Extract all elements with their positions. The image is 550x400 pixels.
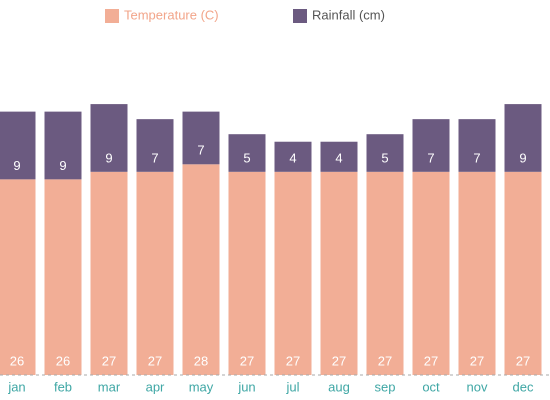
value-label: 4 <box>289 150 296 165</box>
value-label: 28 <box>194 353 208 368</box>
bar-segment <box>44 111 82 180</box>
value-label: 7 <box>473 150 480 165</box>
x-tick-label: jun <box>237 379 255 394</box>
value-label: 9 <box>59 158 66 173</box>
bar-segment <box>136 119 174 172</box>
value-label: 27 <box>424 353 438 368</box>
value-label: 27 <box>102 353 116 368</box>
value-label: 9 <box>105 150 112 165</box>
bar-segment <box>0 179 36 375</box>
value-label: 7 <box>151 150 158 165</box>
bar-segment <box>320 141 358 172</box>
bar-segment <box>182 111 220 165</box>
value-label: 27 <box>148 353 162 368</box>
value-label: 26 <box>56 353 70 368</box>
bar-segment <box>458 119 496 172</box>
bar-segment <box>504 171 542 375</box>
x-tick-label: aug <box>328 379 350 394</box>
bar-segment <box>412 171 450 375</box>
x-tick-label: jan <box>7 379 25 394</box>
bar-segment <box>182 164 220 375</box>
value-label: 27 <box>470 353 484 368</box>
legend-swatch <box>105 9 119 23</box>
value-label: 27 <box>516 353 530 368</box>
x-tick-label: feb <box>54 379 72 394</box>
bar-segment <box>274 171 312 375</box>
bar-segment <box>90 104 128 172</box>
x-tick-label: may <box>189 379 214 394</box>
x-tick-label: dec <box>513 379 534 394</box>
bar-segment <box>136 171 174 375</box>
value-label: 9 <box>13 158 20 173</box>
x-tick-label: jul <box>285 379 299 394</box>
value-label: 7 <box>427 150 434 165</box>
legend-label: Temperature (C) <box>124 7 219 22</box>
value-label: 27 <box>286 353 300 368</box>
x-tick-label: apr <box>146 379 165 394</box>
legend-label: Rainfall (cm) <box>312 7 385 22</box>
value-label: 9 <box>519 150 526 165</box>
bar-segment <box>44 179 82 375</box>
x-tick-label: sep <box>375 379 396 394</box>
value-label: 7 <box>197 143 204 158</box>
x-tick-label: oct <box>422 379 440 394</box>
value-label: 5 <box>243 150 250 165</box>
value-label: 27 <box>378 353 392 368</box>
value-label: 26 <box>10 353 24 368</box>
bar-segment <box>366 134 404 172</box>
bar-segment <box>228 134 266 172</box>
value-label: 27 <box>332 353 346 368</box>
bar-segment <box>320 171 358 375</box>
bar-segment <box>90 171 128 375</box>
bar-segment <box>366 171 404 375</box>
legend-swatch <box>293 9 307 23</box>
bar-segment <box>412 119 450 172</box>
bar-segment <box>228 171 266 375</box>
value-label: 4 <box>335 150 342 165</box>
value-label: 27 <box>240 353 254 368</box>
x-tick-label: nov <box>467 379 488 394</box>
bar-segment <box>504 104 542 172</box>
x-tick-label: mar <box>98 379 121 394</box>
bar-segment <box>458 171 496 375</box>
value-label: 5 <box>381 150 388 165</box>
bar-segment <box>274 141 312 172</box>
bar-segment <box>0 111 36 180</box>
